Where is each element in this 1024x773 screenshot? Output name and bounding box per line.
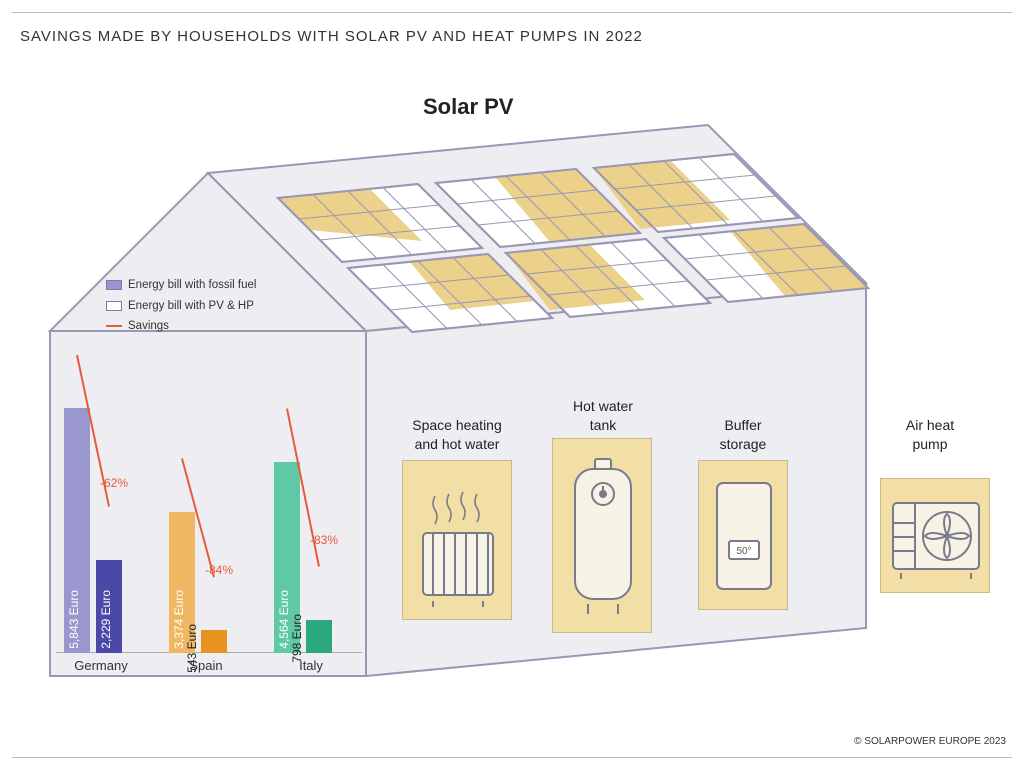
equip-box-radiator: [402, 460, 512, 620]
equip-box-buffer: 50°: [698, 460, 788, 610]
savings-pct: -84%: [205, 563, 233, 577]
watertank-icon: [553, 439, 653, 634]
savings-pct: -83%: [310, 533, 338, 547]
savings-pct: -62%: [100, 476, 128, 490]
savings-bar-chart: Energy bill with fossil fuel Energy bill…: [56, 355, 362, 675]
chart-category: Italy: [266, 658, 356, 673]
chart-legend: Energy bill with fossil fuel Energy bill…: [106, 275, 256, 337]
buffer-display: 50°: [736, 546, 751, 557]
chart-category: Germany: [56, 658, 146, 673]
savings-lines: [56, 355, 362, 653]
page-title: SAVINGS MADE BY HOUSEHOLDS WITH SOLAR PV…: [20, 28, 643, 45]
solar-pv-label: Solar PV: [423, 94, 513, 120]
rule-top: [12, 12, 1012, 13]
equip-label-buffer: Bufferstorage: [693, 416, 793, 454]
credit-line: © SOLARPOWER EUROPE 2023: [854, 736, 1006, 747]
equip-label-watertank: Hot watertank: [548, 397, 658, 435]
legend-pvhp: Energy bill with PV & HP: [128, 300, 254, 312]
heatpump-icon: [881, 479, 991, 594]
buffer-icon: 50°: [699, 461, 789, 611]
equip-box-watertank: [552, 438, 652, 633]
legend-fossil: Energy bill with fossil fuel: [128, 279, 256, 291]
equip-box-heatpump: [880, 478, 990, 593]
chart-category: Spain: [161, 658, 251, 673]
equip-label-heatpump: Air heatpump: [875, 416, 985, 454]
radiator-icon: [403, 461, 513, 621]
legend-savings: Savings: [128, 320, 169, 332]
equip-label-radiator: Space heatingand hot water: [392, 416, 522, 454]
rule-bottom: [12, 757, 1012, 758]
